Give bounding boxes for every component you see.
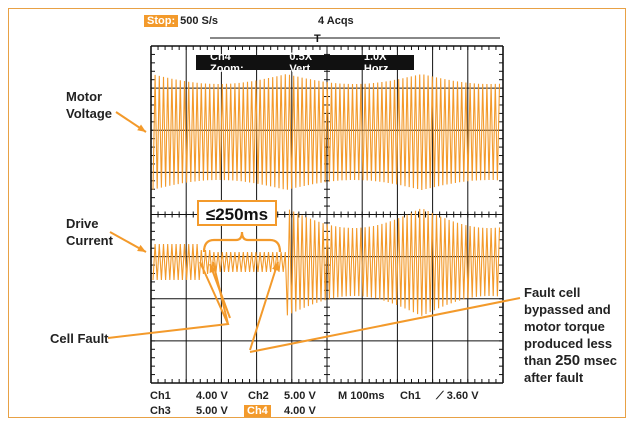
timing-box: ≤250ms	[197, 200, 277, 226]
ch1-label: Ch1	[150, 390, 171, 402]
zoom-horz: 1.0X Horz	[363, 50, 389, 75]
timing-brace	[202, 231, 282, 253]
motor-voltage-arrow-head	[137, 124, 146, 132]
ch1-value: 4.00 V	[196, 390, 228, 402]
zoom-vert: 0.5X Vert	[289, 50, 313, 75]
bypass-line	[249, 297, 521, 353]
bypass-arrow-head	[272, 262, 279, 271]
cell-fault-line	[107, 261, 230, 339]
ch2-label: Ch2	[248, 390, 269, 402]
drive-current-trace	[152, 208, 501, 316]
sample-rate: 500 S/s	[180, 15, 219, 27]
acquisition-status: Stop: 500 S/s	[144, 15, 218, 27]
ch3-value: 5.00 V	[196, 405, 228, 417]
ch4-badge: Ch4	[244, 405, 271, 417]
drive-current-label: Drive Current	[66, 216, 113, 248]
motor-voltage-trace	[152, 74, 501, 191]
fault-cell-note: Fault cell bypassed and motor torque pro…	[524, 285, 617, 385]
trigger-level: ⟋ 3.60 V	[436, 390, 479, 402]
trigger-channel: Ch1	[400, 390, 421, 402]
cell-fault-label: Cell Fault	[50, 331, 109, 346]
cell-fault-arrow-head	[209, 264, 217, 273]
ch3-label: Ch3	[150, 405, 171, 417]
bypass-arrow	[249, 261, 279, 351]
ch2-value: 5.00 V	[284, 390, 316, 402]
zoom-bar: Ch4 Zoom: 0.5X Vert 1.0X Horz	[196, 51, 414, 75]
acquisition-count: 4 Acqs	[318, 15, 354, 27]
scope-traces	[152, 74, 501, 316]
timebase: M 100ms	[338, 390, 385, 402]
trigger-marker: T	[314, 33, 321, 45]
zoom-channel: Ch4 Zoom:	[210, 50, 244, 75]
motor-voltage-label: Motor Voltage	[66, 89, 112, 121]
drive-current-arrow-head	[137, 244, 146, 252]
ch4-value: 4.00 V	[284, 405, 316, 417]
stop-badge: Stop:	[144, 15, 179, 27]
cell-fault-arrow	[209, 263, 231, 319]
annotations	[107, 111, 521, 353]
figure-border	[8, 8, 626, 418]
